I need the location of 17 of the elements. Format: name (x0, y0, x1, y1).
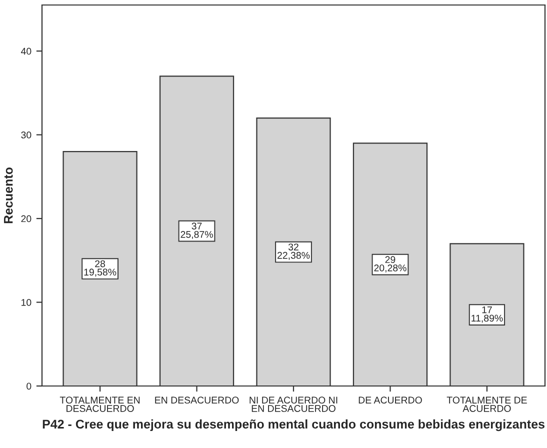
data-label: 17 11,89% (472, 306, 503, 323)
x-tick-label: DE ACUERDO (358, 396, 422, 404)
x-tick-label: EN DESACUERDO (155, 396, 239, 404)
y-tick-label: 30 (21, 132, 32, 138)
y-tick-label: 20 (21, 215, 32, 222)
data-label: 28 19,58% (84, 260, 116, 277)
data-label: 29 20,28% (374, 256, 406, 273)
x-axis-title: P42 - Cree que mejora su desempeño mental cuando consume bebidas energizantes (42, 419, 544, 432)
x-tick-label: NI DE ACUERDO NI EN DESACUERDO (250, 396, 338, 412)
data-label: 37 25,87% (180, 222, 213, 240)
y-tick-label: 0 (26, 382, 32, 390)
y-tick-label: 10 (22, 299, 32, 306)
x-tick-label: TOTALMENTE DE ACUERDO (446, 396, 527, 412)
y-tick-label: 40 (20, 48, 32, 55)
x-tick-label: TOTALMENTE EN DESACUERDO (60, 396, 140, 412)
data-label: 32 22,38% (278, 244, 310, 260)
y-axis-title: Recuento (4, 168, 13, 224)
